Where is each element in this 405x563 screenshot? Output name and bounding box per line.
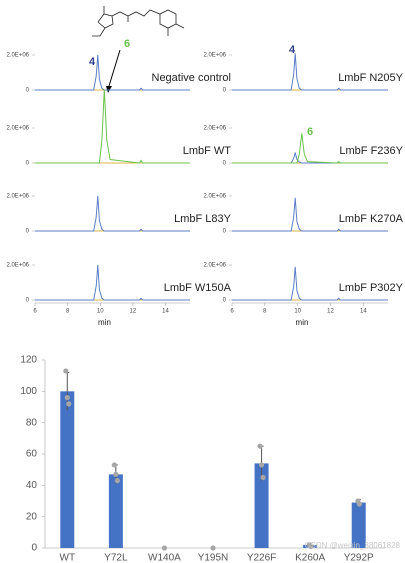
x-axis-label: min (296, 318, 309, 327)
data-point (210, 545, 216, 551)
data-point (113, 471, 119, 477)
y-tick-label: 0 (26, 298, 30, 304)
data-point (308, 543, 314, 550)
data-point (63, 368, 69, 374)
structure (92, 6, 185, 37)
y-tick-label: 0 (31, 543, 37, 554)
bar (254, 463, 269, 548)
x-tick-label: 12 (130, 309, 137, 315)
data-point (260, 474, 266, 481)
trace (35, 264, 190, 301)
x-tick-label: K260A (295, 553, 325, 563)
x-tick-label: 6 (33, 309, 37, 315)
panel-title: LmbF F236Y (339, 145, 403, 157)
peak-label: 4 (89, 56, 96, 68)
x-axis-label: min (98, 318, 111, 327)
y-tick-label: 80 (26, 417, 38, 428)
y-tick-label: 0 (26, 161, 30, 167)
trace (35, 89, 190, 164)
trace (232, 266, 388, 301)
x-tick-label: 6 (230, 309, 234, 315)
arrow (106, 49, 121, 93)
y-tick-label: 2.0E+06 (6, 263, 29, 269)
x-tick-label: 8 (66, 309, 70, 315)
x-tick-label: 10 (294, 309, 301, 315)
panel-title: LmbF N205Y (338, 72, 403, 84)
y-tick-label: 120 (20, 355, 37, 366)
data-point (161, 545, 168, 551)
data-point (114, 478, 120, 484)
x-tick-label: WT (60, 553, 76, 563)
y-tick-label: 0 (223, 161, 227, 167)
peak-label: 6 (124, 38, 130, 50)
y-tick-label: 0 (26, 229, 30, 235)
y-tick-label: 2.0E+06 (6, 126, 29, 132)
y-tick-label: 2.0E+06 (6, 53, 29, 59)
y-tick-label: 20 (26, 511, 38, 522)
y-tick-label: 2.0E+06 (203, 126, 226, 132)
bar (60, 391, 75, 548)
y-tick-label: 2.0E+06 (203, 263, 226, 269)
x-tick-label: Y195N (198, 553, 229, 563)
data-point (257, 443, 263, 449)
y-tick-label: 40 (26, 480, 38, 491)
y-tick-label: 2.0E+06 (203, 53, 226, 59)
data-point (111, 462, 117, 468)
panel-title: Negative control (152, 72, 232, 84)
panel-title: LmbF W150A (164, 282, 232, 294)
data-point (66, 401, 72, 407)
y-tick-label: 2.0E+06 (203, 194, 226, 200)
x-tick-label: 14 (162, 309, 169, 315)
data-point (64, 395, 70, 401)
watermark: CSDN @weixin_38061828 (305, 541, 401, 550)
panel-title: LmbF WT (183, 145, 232, 157)
bar (108, 474, 123, 548)
bar (351, 502, 366, 548)
peak-label: 6 (307, 126, 313, 138)
peak-label: 4 (289, 44, 296, 56)
x-tick-label: W140A (148, 553, 181, 563)
trace (232, 197, 388, 232)
x-tick-label: 8 (263, 309, 267, 315)
data-point (356, 501, 363, 507)
y-tick-label: 100 (20, 386, 37, 397)
panel-title: LmbF K270A (339, 213, 404, 225)
panel-title: LmbF P302Y (339, 282, 404, 294)
y-tick-label: 0 (223, 229, 227, 235)
y-tick-label: 0 (223, 88, 227, 94)
x-tick-label: 14 (360, 309, 367, 315)
trace (35, 195, 190, 232)
x-tick-label: Y292P (344, 553, 374, 563)
x-tick-label: 12 (327, 309, 334, 315)
y-tick-label: 0 (223, 298, 227, 304)
trace (232, 133, 388, 164)
y-tick-label: 0 (26, 88, 30, 94)
y-tick-label: 2.0E+06 (6, 194, 29, 200)
panel-title: LmbF L83Y (174, 213, 232, 225)
x-tick-label: 10 (97, 309, 104, 315)
data-point (258, 462, 265, 468)
trace (232, 53, 388, 91)
x-tick-label: Y72L (104, 553, 128, 563)
y-tick-label: 60 (26, 449, 38, 460)
x-tick-label: Y226F (247, 553, 276, 563)
